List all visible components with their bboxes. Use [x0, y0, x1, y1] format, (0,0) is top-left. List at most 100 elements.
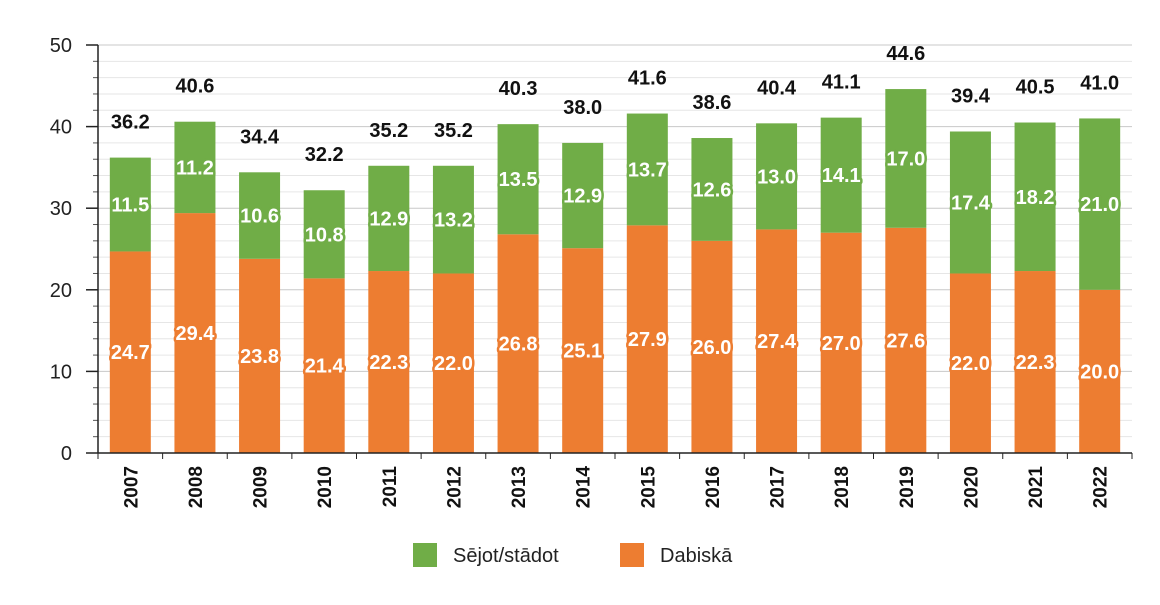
data-label-dabiska: 22.0	[434, 353, 473, 375]
data-label-dabiska: 26.8	[499, 334, 538, 356]
y-tick-label: 10	[50, 361, 72, 383]
x-category-label: 2013	[509, 466, 530, 508]
bar-segment-sejot-stadot	[303, 190, 345, 279]
data-label-sejot-stadot: 13.7	[628, 159, 667, 181]
bar-segment-dabiska	[562, 248, 604, 453]
data-label-sejot-stadot: 12.9	[369, 208, 408, 230]
x-category-label: 2018	[832, 466, 853, 508]
data-label-sejot-stadot: 12.9	[563, 186, 602, 208]
bar-segment-dabiska	[820, 232, 862, 453]
x-category-label: 2010	[315, 466, 336, 508]
bar-segment-dabiska	[239, 258, 281, 453]
x-category-label: 2014	[574, 466, 595, 509]
data-label-sejot-stadot: 11.5	[111, 195, 149, 217]
bar-segment-sejot-stadot	[820, 117, 862, 233]
bar-segment-dabiska	[756, 229, 798, 453]
legend-label: Dabiskā	[660, 545, 733, 567]
bar-segment-sejot-stadot	[691, 138, 733, 241]
total-label: 38.0	[563, 97, 602, 119]
bar-segment-sejot-stadot	[432, 165, 474, 274]
total-label: 44.6	[886, 43, 925, 65]
y-tick-label: 40	[50, 117, 72, 139]
x-category-label: 2009	[251, 466, 272, 508]
bar-segment-sejot-stadot	[1079, 118, 1121, 290]
legend-swatch	[413, 543, 437, 567]
bar-segment-sejot-stadot	[368, 165, 410, 272]
x-category-label: 2008	[186, 466, 207, 508]
bar-segment-dabiska	[949, 273, 991, 453]
bar-segment-sejot-stadot	[1014, 122, 1056, 272]
data-label-sejot-stadot: 17.0	[886, 148, 925, 170]
bar-segment-sejot-stadot	[174, 121, 216, 214]
total-label: 35.2	[369, 120, 408, 142]
x-category-label: 2020	[961, 466, 982, 508]
data-label-dabiska: 27.9	[628, 329, 667, 351]
bar-segment-dabiska	[626, 225, 668, 453]
x-category-label: 2021	[1026, 466, 1047, 509]
bar-segment-dabiska	[497, 234, 539, 453]
x-category-label: 2011	[380, 466, 401, 508]
x-category-label: 2017	[768, 466, 789, 508]
bar-segment-dabiska	[432, 273, 474, 453]
data-labels: 24.7 11.5 36.2 29.4 11.2 40.6 23.8 10.6 34.4 21.4…	[108, 43, 1121, 386]
y-tick-label: 50	[50, 35, 72, 57]
data-label-dabiska: 24.7	[111, 342, 150, 364]
total-label: 40.3	[499, 78, 538, 100]
bar-segment-dabiska	[691, 240, 733, 453]
total-label: 40.4	[757, 77, 797, 99]
bar-segment-dabiska	[368, 271, 410, 453]
x-category-label: 2015	[638, 466, 659, 509]
data-label-sejot-stadot: 13.5	[499, 169, 538, 191]
total-label: 41.1	[822, 72, 861, 94]
data-label-sejot-stadot: 14.1	[822, 165, 861, 187]
y-tick-label: 0	[61, 443, 72, 465]
bar-segment-dabiska	[1014, 271, 1056, 453]
data-label-sejot-stadot: 18.2	[1016, 187, 1055, 209]
data-label-sejot-stadot: 17.4	[951, 192, 991, 214]
data-label-dabiska: 22.3	[369, 352, 408, 374]
bar-segment-sejot-stadot	[109, 157, 151, 252]
data-label-dabiska: 25.1	[563, 341, 602, 363]
bar-segment-sejot-stadot	[562, 142, 604, 249]
bar-segment-sejot-stadot	[949, 131, 991, 274]
bars	[109, 89, 1121, 453]
data-label-dabiska: 29.4	[175, 323, 215, 345]
bar-segment-dabiska	[303, 278, 345, 453]
total-label: 35.2	[434, 120, 473, 142]
bar-segment-sejot-stadot	[497, 124, 539, 235]
data-label-dabiska: 27.0	[822, 333, 861, 355]
data-label-sejot-stadot: 10.6	[240, 206, 279, 228]
x-category-label: 2019	[897, 466, 918, 508]
bar-segment-sejot-stadot	[756, 123, 798, 230]
total-label: 39.4	[951, 85, 991, 107]
x-category-label: 2016	[703, 466, 724, 508]
total-label: 38.6	[692, 92, 731, 114]
data-label-sejot-stadot: 12.6	[692, 179, 731, 201]
bar-segment-sejot-stadot	[239, 172, 281, 259]
bar-segment-dabiska	[1079, 289, 1121, 453]
data-label-dabiska: 20.0	[1080, 361, 1119, 383]
legend-swatch	[620, 543, 644, 567]
data-label-sejot-stadot: 13.0	[757, 166, 796, 188]
bar-segment-dabiska	[174, 213, 216, 453]
bar-segment-sejot-stadot	[626, 113, 668, 226]
legend: Sējot/stādot Dabiskā	[413, 543, 733, 567]
data-label-dabiska: 27.6	[886, 330, 925, 352]
axes: 0 10 20 30 40 50 2007 2008 2009 2010 2011 2012 2013 2…	[50, 35, 1133, 509]
data-label-dabiska: 22.0	[951, 353, 990, 375]
data-label-dabiska: 22.3	[1016, 352, 1055, 374]
total-label: 36.2	[111, 112, 150, 134]
x-category-label: 2012	[444, 466, 465, 508]
total-label: 41.6	[628, 68, 667, 90]
y-tick-label: 20	[50, 280, 72, 302]
bar-segment-dabiska	[885, 227, 927, 453]
data-label-sejot-stadot: 21.0	[1080, 194, 1119, 216]
total-label: 40.6	[175, 76, 214, 98]
total-label: 32.2	[305, 144, 344, 166]
data-label-dabiska: 27.4	[757, 331, 797, 353]
total-label: 40.5	[1016, 77, 1055, 99]
total-label: 41.0	[1080, 72, 1119, 94]
data-label-sejot-stadot: 11.2	[176, 157, 214, 179]
